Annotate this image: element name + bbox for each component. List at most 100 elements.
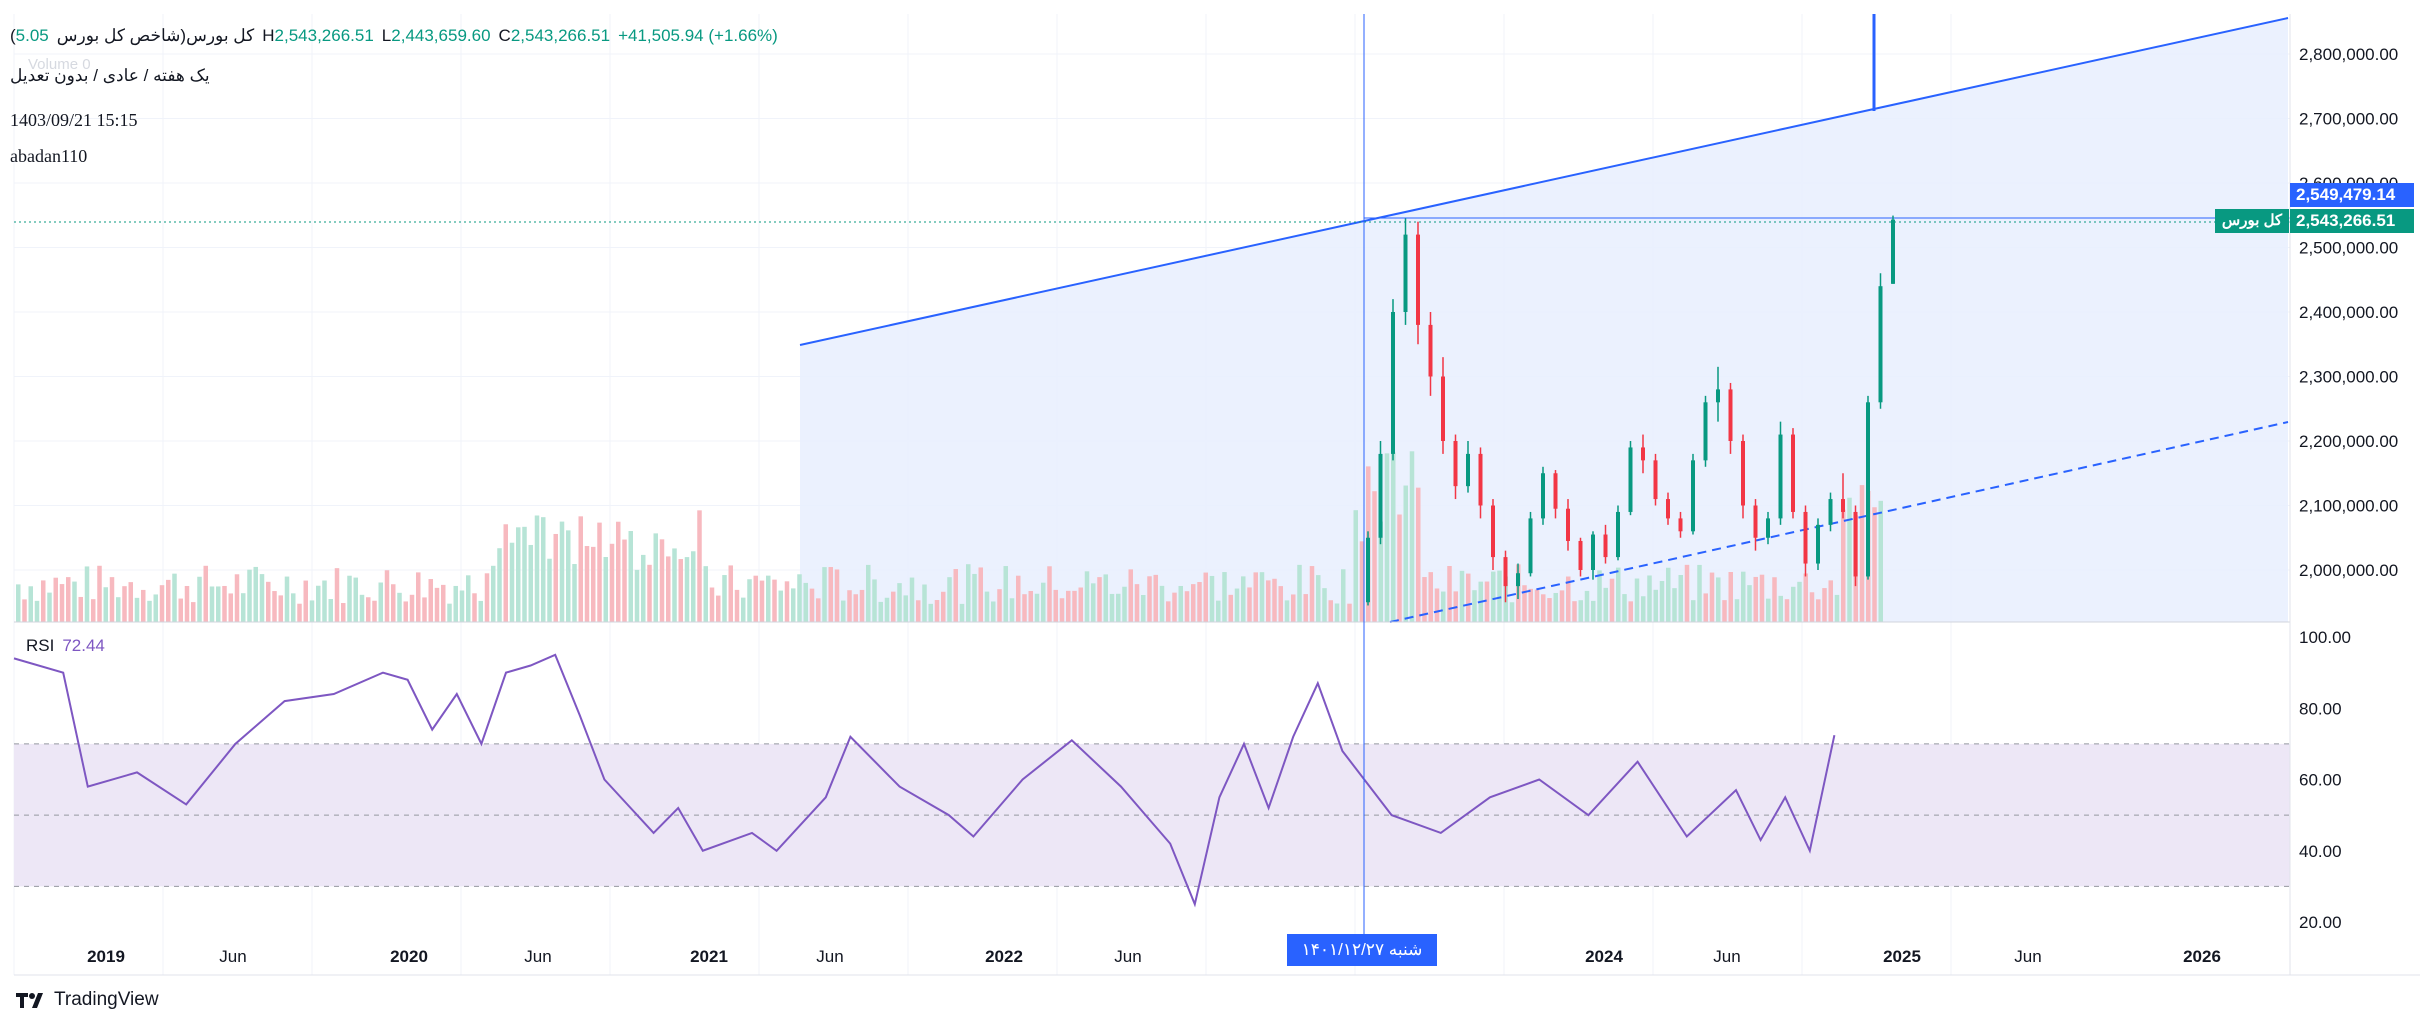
- volume-bar: [1016, 575, 1021, 622]
- price-tick-label: 2,800,000.00: [2299, 45, 2398, 64]
- volume-bar: [1034, 593, 1040, 622]
- volume-bar: [1353, 510, 1358, 622]
- price-axis[interactable]: 2,800,000.002,700,000.002,600,000.002,50…: [2299, 45, 2398, 580]
- volume-bar: [697, 510, 702, 622]
- volume-bar: [341, 603, 346, 622]
- volume-bar: [753, 575, 758, 622]
- channel-lower-dashed-line[interactable]: [1389, 421, 2289, 623]
- volume-bar: [647, 564, 652, 622]
- volume-bar: [1653, 589, 1658, 622]
- low-label: L: [381, 26, 392, 45]
- volume-bar: [391, 584, 396, 622]
- volume-bar: [484, 573, 490, 622]
- volume-bar: [1009, 598, 1015, 622]
- volume-bar: [453, 585, 458, 622]
- volume-bar: [216, 586, 221, 622]
- volume-bar: [722, 575, 727, 622]
- volume-bar: [22, 599, 27, 622]
- volume-bar: [184, 585, 190, 622]
- brand-name: TradingView: [54, 989, 159, 1010]
- volume-bar: [991, 601, 996, 622]
- candle-body: [1466, 453, 1470, 487]
- volume-bar: [1647, 575, 1652, 622]
- volume-bar: [91, 599, 96, 622]
- volume-bar: [653, 533, 658, 622]
- volume-bar: [966, 564, 971, 622]
- candle-body: [1791, 434, 1795, 512]
- time-tick-label: 2021: [690, 947, 728, 966]
- volume-bar: [247, 569, 252, 622]
- volume-bar: [109, 577, 115, 622]
- volume-bar: [1791, 586, 1796, 622]
- volume-bar: [503, 524, 508, 622]
- candle-body: [1841, 499, 1845, 512]
- volume-bar: [672, 548, 677, 622]
- symbol-price-tag: کل بورس: [2215, 209, 2289, 233]
- volume-bar: [1666, 567, 1671, 622]
- symbol-title[interactable]: (کل بورس(شاخص کل بورس: [10, 26, 255, 45]
- volume-bar: [428, 579, 433, 622]
- volume-bar: [1759, 574, 1765, 622]
- candle-body: [1553, 473, 1558, 509]
- channel-upper-line[interactable]: [799, 17, 2289, 346]
- volume-bar: [1228, 594, 1233, 622]
- volume-bar: [1534, 589, 1540, 622]
- high-value: 2,543,266.51: [274, 26, 374, 45]
- rsi-legend[interactable]: RSI 72.44: [26, 636, 105, 656]
- volume-bar: [572, 564, 577, 622]
- volume-bar: [1841, 509, 1846, 622]
- time-tick-label: Jun: [1713, 947, 1740, 966]
- volume-bar: [84, 566, 90, 622]
- volume-bar: [1028, 590, 1033, 622]
- candle-body: [1641, 447, 1645, 461]
- volume-bar: [1697, 564, 1702, 622]
- time-axis[interactable]: 2019 Jun 2020 Jun 2021 Jun 2022 Jun 2024 Jun 2025 J…: [87, 947, 2221, 966]
- volume-bar: [1466, 573, 1471, 622]
- volume-bar: [1597, 570, 1602, 622]
- volume-bar: [959, 603, 965, 622]
- volume-bar: [1172, 592, 1177, 622]
- close-price-tag: 2,543,266.51: [2290, 209, 2414, 233]
- volume-bar: [1472, 590, 1477, 622]
- volume-bar: [1303, 594, 1308, 622]
- volume-bar: [159, 585, 165, 622]
- volume-bar: [366, 597, 371, 622]
- volume-bar: [1684, 564, 1690, 622]
- change-value: +41,505.94 (+1.66%): [618, 26, 778, 45]
- volume-bar: [1547, 598, 1552, 622]
- volume-bar: [841, 600, 846, 622]
- volume-bar: [1309, 566, 1315, 622]
- volume-bar: [128, 582, 133, 622]
- candle-body: [1391, 312, 1395, 454]
- rsi-pane[interactable]: [13, 653, 2290, 908]
- volume-bar: [1003, 566, 1008, 622]
- volume-bar: [1128, 569, 1133, 622]
- volume-bar: [397, 592, 402, 622]
- volume-bar: [1266, 580, 1271, 622]
- volume-bar: [847, 590, 852, 622]
- rsi-tick-label: 80.00: [2299, 699, 2342, 718]
- volume-bar: [1328, 600, 1333, 622]
- volume-bar: [1359, 541, 1365, 622]
- volume-bar: [866, 564, 871, 622]
- volume-bar: [1822, 588, 1827, 622]
- rsi-tick-label: 100.00: [2299, 628, 2351, 647]
- candle-body: [1616, 511, 1620, 558]
- volume-bar: [634, 569, 640, 622]
- time-tick-label: Jun: [524, 947, 551, 966]
- rsi-axis[interactable]: 100.00 80.00 60.00 40.00 20.00: [2299, 628, 2351, 932]
- volume-bar: [1703, 593, 1708, 622]
- volume-bar: [153, 594, 158, 622]
- volume-bar: [266, 581, 271, 622]
- candle-body: [1753, 505, 1758, 538]
- volume-bar: [609, 543, 615, 622]
- volume-bar: [178, 598, 183, 622]
- candle-body: [1878, 286, 1883, 403]
- price-pane[interactable]: [13, 14, 2290, 975]
- volume-bar: [1459, 570, 1465, 622]
- tradingview-brand[interactable]: TradingView: [14, 989, 159, 1011]
- volume-bar: [403, 601, 408, 622]
- volume-bar: [359, 594, 365, 622]
- volume-bar: [1728, 572, 1733, 622]
